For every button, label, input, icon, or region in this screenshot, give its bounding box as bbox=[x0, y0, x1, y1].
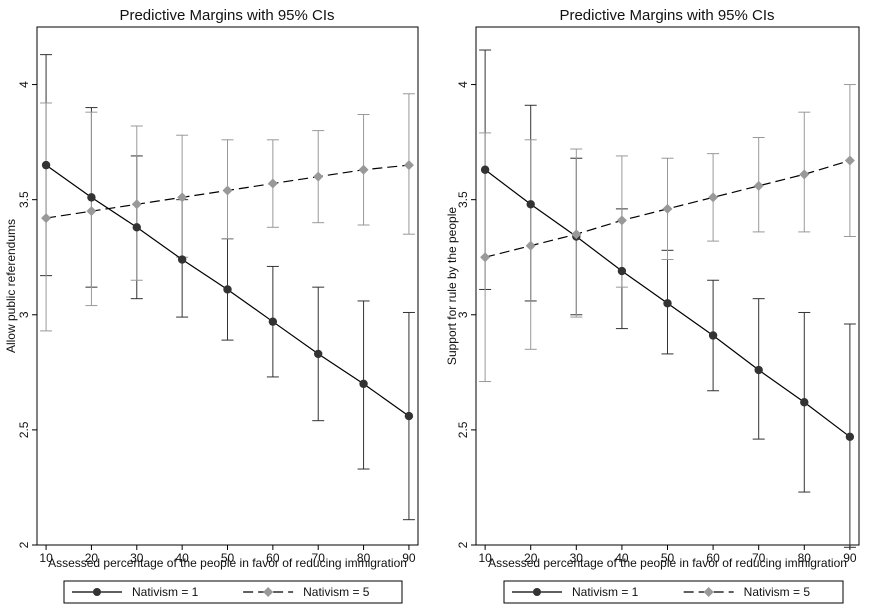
x-tick-label: 20 bbox=[85, 551, 99, 565]
y-tick-label: 4 bbox=[456, 81, 470, 88]
legend: Nativism = 1 Nativism = 5 bbox=[63, 580, 403, 604]
data-point bbox=[87, 193, 96, 202]
legend-marker-2 bbox=[263, 587, 274, 597]
y-tick-label: 3.5 bbox=[456, 191, 470, 208]
data-point bbox=[41, 160, 51, 170]
data-point bbox=[480, 252, 491, 263]
x-tick-label: 30 bbox=[130, 551, 144, 565]
data-point bbox=[403, 160, 414, 171]
y-axis-label: Support for rule by the people bbox=[445, 207, 459, 365]
chart-panel-2: Predictive Margins with 95% CIs 2 2.5 3 3.5 4… bbox=[445, 7, 860, 604]
x-tick-label: 10 bbox=[39, 551, 53, 565]
data-point bbox=[616, 215, 627, 226]
data-point bbox=[314, 349, 323, 359]
legend-box bbox=[503, 580, 844, 604]
data-point bbox=[526, 200, 535, 209]
data-point bbox=[404, 411, 414, 421]
chart-title: Predictive Margins with 95% CIs bbox=[559, 7, 774, 24]
data-point bbox=[800, 398, 809, 407]
data-point bbox=[845, 432, 855, 441]
x-tick-label: 70 bbox=[312, 551, 326, 565]
data-point bbox=[132, 223, 141, 232]
data-point bbox=[799, 169, 810, 180]
data-point bbox=[708, 192, 719, 203]
data-point bbox=[844, 155, 855, 166]
legend-label-1: Nativism = 1 bbox=[572, 585, 639, 599]
legend-box bbox=[63, 580, 403, 604]
data-point bbox=[313, 171, 324, 182]
data-point bbox=[663, 299, 672, 308]
y-tick-label: 2 bbox=[17, 541, 31, 548]
y-tick-label: 2 bbox=[456, 541, 470, 548]
data-point bbox=[571, 229, 582, 240]
x-tick-label: 90 bbox=[402, 551, 416, 565]
data-point bbox=[177, 255, 187, 264]
data-point bbox=[86, 206, 97, 217]
chart-panel-1: Predictive Margins with 95% CIs 2 2.5 3 3.5 4… bbox=[4, 7, 419, 604]
y-tick-label: 3 bbox=[456, 311, 470, 318]
legend-marker-1 bbox=[533, 588, 541, 596]
series-2 bbox=[40, 93, 415, 332]
data-point bbox=[525, 240, 536, 251]
data-point bbox=[754, 365, 763, 375]
series-1 bbox=[479, 49, 856, 548]
data-point bbox=[708, 331, 718, 340]
x-tick-label: 80 bbox=[798, 551, 812, 565]
x-tick-label: 70 bbox=[752, 551, 766, 565]
x-tick-label: 40 bbox=[615, 551, 629, 565]
data-point bbox=[223, 285, 232, 294]
x-tick-label: 90 bbox=[843, 551, 857, 565]
data-point bbox=[617, 266, 627, 276]
data-point bbox=[358, 164, 369, 175]
x-tick-label: 50 bbox=[661, 551, 675, 565]
x-axis-label: Assessed percentage of the people in fav… bbox=[48, 556, 407, 570]
legend-marker-1 bbox=[93, 588, 101, 596]
data-point bbox=[222, 185, 233, 196]
data-point bbox=[267, 178, 278, 189]
data-point bbox=[177, 192, 188, 203]
x-tick-label: 80 bbox=[357, 551, 371, 565]
data-point bbox=[359, 379, 368, 389]
data-point bbox=[480, 165, 490, 174]
data-point bbox=[41, 213, 52, 224]
x-tick-label: 40 bbox=[175, 551, 189, 565]
legend-label-1: Nativism = 1 bbox=[132, 585, 199, 599]
chart-title: Predictive Margins with 95% CIs bbox=[119, 7, 334, 24]
data-point bbox=[662, 203, 673, 214]
y-tick-label: 4 bbox=[17, 81, 31, 88]
legend-marker-2 bbox=[703, 587, 714, 597]
y-tick-label: 2.5 bbox=[17, 421, 31, 438]
legend-label-2: Nativism = 5 bbox=[303, 585, 370, 599]
data-point bbox=[753, 180, 764, 191]
data-point bbox=[268, 317, 278, 326]
x-tick-label: 30 bbox=[570, 551, 584, 565]
data-point bbox=[131, 199, 142, 210]
x-tick-label: 60 bbox=[706, 551, 720, 565]
y-axis-label: Allow public referendums bbox=[4, 219, 18, 353]
x-axis-label: Assessed percentage of the people in fav… bbox=[488, 556, 847, 570]
x-tick-label: 50 bbox=[221, 551, 235, 565]
legend: Nativism = 1 Nativism = 5 bbox=[503, 580, 844, 604]
legend-label-2: Nativism = 5 bbox=[744, 585, 811, 599]
y-tick-label: 2.5 bbox=[456, 421, 470, 438]
x-tick-label: 20 bbox=[524, 551, 538, 565]
y-tick-label: 3.5 bbox=[17, 191, 31, 208]
x-tick-label: 60 bbox=[266, 551, 280, 565]
x-tick-label: 10 bbox=[478, 551, 492, 565]
y-tick-label: 3 bbox=[17, 311, 31, 318]
